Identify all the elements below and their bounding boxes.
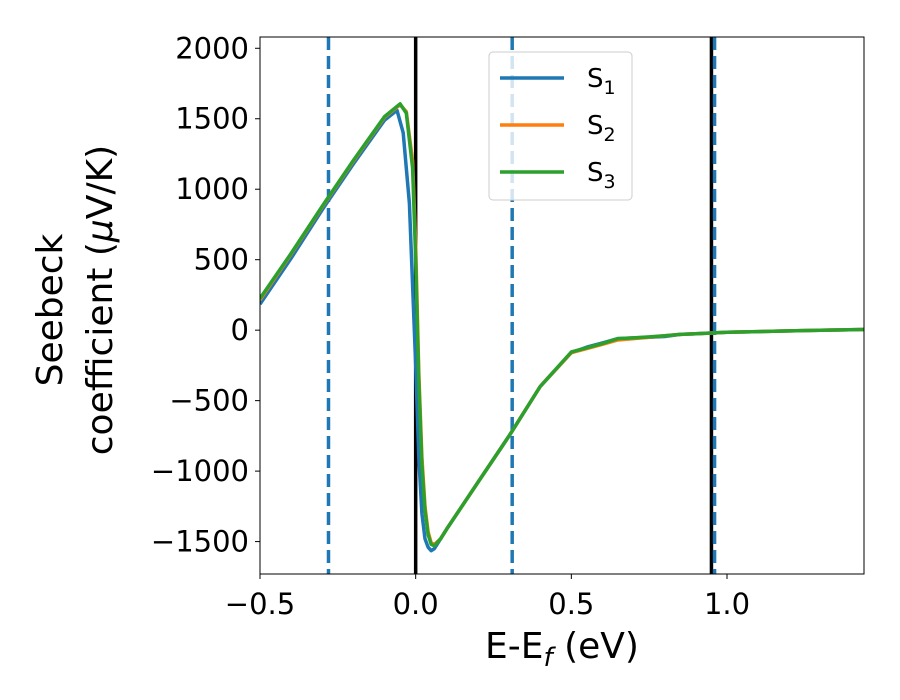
y-axis-ticks: −1500 −1000 −500 0 500 1000 1500 2000 bbox=[151, 31, 260, 559]
series-lines bbox=[260, 102, 864, 553]
y-tick-label: 1500 bbox=[175, 102, 249, 136]
x-axis-ticks: −0.5 0.0 0.5 1.0 bbox=[225, 574, 750, 621]
plot-area bbox=[259, 36, 865, 575]
y-tick-label: 2000 bbox=[175, 31, 249, 65]
legend-label-S1: S1 bbox=[587, 64, 616, 99]
x-tick-label: 0.0 bbox=[393, 587, 439, 621]
y-tick-label: −1500 bbox=[151, 525, 249, 559]
y-axis-title-line1: Seebeck bbox=[30, 233, 71, 386]
x-axis-title: E-Ef (eV) bbox=[485, 626, 639, 673]
series-line-S3 bbox=[260, 102, 864, 548]
y-tick-label: −1000 bbox=[151, 454, 249, 488]
y-tick-label: −500 bbox=[169, 384, 249, 418]
y-tick-label: 500 bbox=[194, 243, 249, 277]
legend: S1 S2 S3 bbox=[488, 51, 633, 201]
legend-label-S2: S2 bbox=[587, 111, 616, 146]
legend-label-S3: S3 bbox=[587, 158, 616, 193]
plot-frame bbox=[259, 36, 865, 575]
y-axis-title-line2: coefficient (μV/K) bbox=[80, 145, 121, 455]
x-tick-label: 1.0 bbox=[704, 587, 750, 621]
y-tick-label: 0 bbox=[231, 313, 249, 347]
x-tick-label: −0.5 bbox=[225, 587, 295, 621]
x-tick-label: 0.5 bbox=[548, 587, 594, 621]
y-axis-title: Seebeck coefficient (μV/K) bbox=[30, 145, 121, 455]
y-tick-label: 1000 bbox=[175, 172, 249, 206]
